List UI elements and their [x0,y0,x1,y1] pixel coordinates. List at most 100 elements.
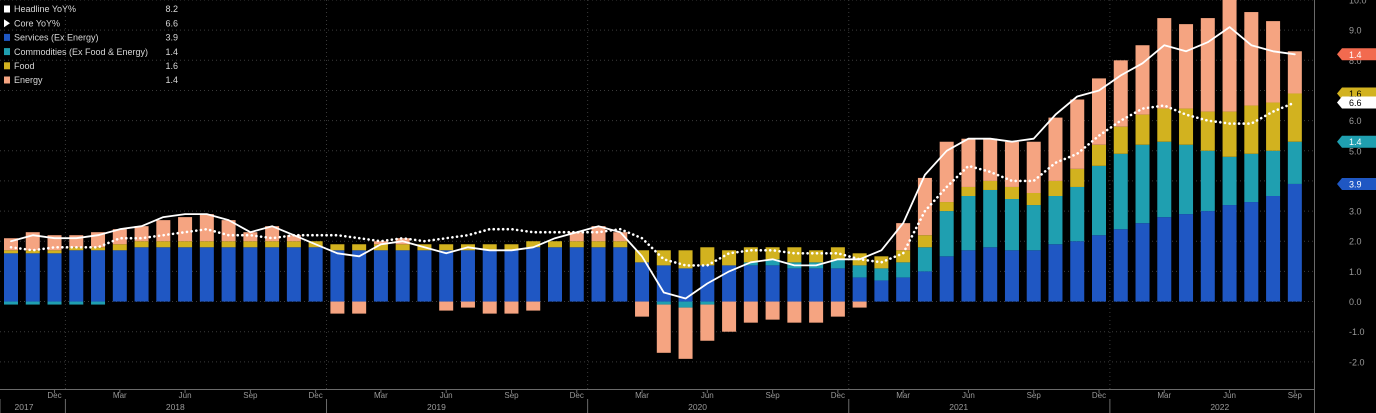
bar-segment [787,268,802,302]
bar-segment [1092,235,1106,302]
bar-segment [548,247,562,302]
bar-segment [548,241,562,248]
bar-segment [112,250,127,302]
value-badge-label: 3.9 [1349,179,1362,189]
bar-segment [286,241,301,248]
bar-segment [1070,186,1085,242]
bar-segment [896,277,911,302]
bar-segment [504,244,519,251]
x-tick-label: Sep [1027,391,1042,400]
x-tick-label: Jun [701,391,714,400]
bar-segment [4,238,18,251]
legend-swatch [4,48,10,56]
bar-segment [722,265,737,302]
bar-segment [373,250,388,302]
bar-segment [1179,214,1194,302]
x-tick-label: Sep [243,391,258,400]
bar-segment [852,277,867,302]
x-tick-label: Jun [962,391,975,400]
bar-segment [983,189,998,248]
bar-segment [134,247,149,302]
bar-segment [199,241,214,248]
y-tick-label: 1.0 [1349,267,1362,277]
bar-segment [1113,153,1128,230]
bar-segment [591,247,606,302]
bar-segment [373,244,388,251]
bar-segment [330,250,345,302]
bar-segment [830,268,845,302]
bar-segment [4,250,18,254]
bar-segment [1244,12,1259,106]
bar-segment [613,247,628,302]
bar-segment [25,250,40,254]
value-badge-shape [1337,135,1376,148]
legend-label: Services (Ex Energy) [14,33,99,43]
x-tick-label: Dec [309,391,323,400]
x-tick-label: Mar [1157,391,1171,400]
bar-segment [787,301,802,323]
legend-value: 1.4 [165,47,178,57]
bar-segment [178,241,193,248]
bar-segment [939,211,954,257]
bar-segment [69,250,84,302]
bar-segment [1135,144,1150,224]
y-tick-label: 10.0 [1349,0,1367,6]
bar-segment [896,250,911,263]
bar-segment [1048,196,1063,245]
bar-segment [809,301,824,323]
bar-segment [852,301,867,308]
bar-segment [221,241,236,248]
bar-segment [4,253,18,302]
bar-series-group [4,0,1302,359]
bar-segment [961,186,976,197]
bar-segment [1157,217,1172,302]
bar-segment [1244,202,1259,302]
bar-segment [830,259,845,269]
bar-segment [1070,168,1085,187]
bar-segment [874,268,889,281]
legend-entry: Core YoY% 6.6 [4,18,178,28]
bar-segment [460,250,475,302]
bar-segment [1222,0,1237,112]
bar-segment [1157,141,1172,218]
bar-segment [896,223,911,251]
y-tick-label: -1.0 [1349,327,1365,337]
x-axis: Dec Mar Jun Sep Dec Mar Jun Sep Dec Mar Jun Sep Dec M… [0,389,1314,413]
bar-segment [917,247,932,272]
bar-segment [830,247,845,260]
value-badge: 1.4 [1337,135,1376,148]
bar-segment [743,301,758,323]
bar-segment [678,250,693,269]
bar-segment [526,241,541,248]
bar-segment [635,262,650,302]
bar-segment [243,232,258,242]
year-label: 2019 [427,402,446,412]
value-badge-shape [1337,87,1376,100]
bar-segment [613,232,628,242]
legend-label: Core YoY% [14,18,60,28]
bar-segment [1113,229,1128,302]
bar-segment [787,247,802,263]
x-tick-label: Dec [1092,391,1106,400]
bar-segment [1244,105,1259,154]
bar-segment [1026,192,1041,206]
bar-segment [134,241,149,248]
bar-segment [156,247,171,302]
bar-segment [765,301,780,320]
bar-segment [613,241,628,248]
bar-segment [178,247,193,302]
legend-swatch [4,76,10,84]
bar-segment [526,301,541,311]
bar-segment [765,259,780,266]
bar-segment [1070,99,1085,169]
value-badge: 3.9 [1337,177,1376,190]
bar-segment [482,250,497,302]
x-tick-label: Mar [635,391,649,400]
bar-segment [678,307,693,359]
bar-segment [569,241,584,248]
bar-segment [1200,18,1215,112]
value-badge: 1.4 [1337,48,1376,61]
x-tick-label: Sep [504,391,519,400]
bar-segment [504,301,519,314]
bar-segment [1092,78,1106,145]
